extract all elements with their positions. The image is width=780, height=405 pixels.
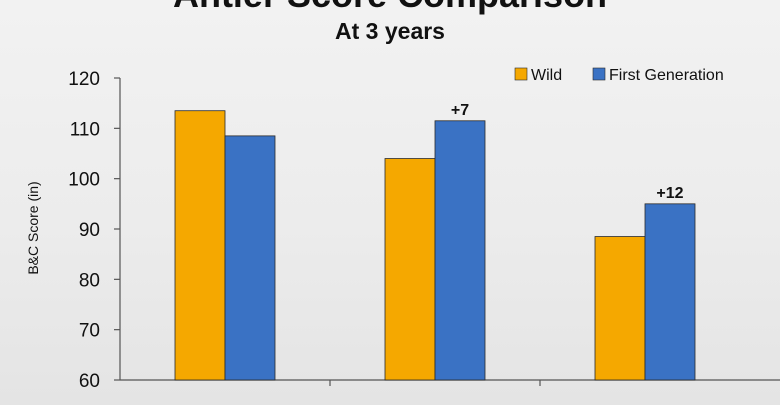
y-tick-label: 70 [79,321,100,342]
chart-subtitle: At 3 years [335,18,445,44]
bar-difference-label: +12 [656,185,683,202]
chart-bars [174,110,696,381]
bar-first-generation [224,135,276,381]
y-tick-label: 100 [68,170,100,191]
y-tick-label: 110 [70,119,100,140]
y-tick-label: 90 [79,220,100,241]
legend-swatch [514,67,528,81]
legend-label: First Generation [609,67,724,84]
bar-first-generation [434,120,486,381]
bar-wild [174,110,226,381]
y-axis-label: B&C Score (in) [25,181,41,274]
chart-legend: Wild First Generation [514,67,724,84]
chart-labels: +7 +12 [451,102,684,202]
bar-wild [384,158,436,381]
y-tick-label: 120 [68,69,100,90]
legend-swatch [592,67,606,81]
y-tick-label: 60 [79,371,100,392]
y-tick-label: 80 [79,270,100,291]
bar-first-generation [644,203,696,381]
legend-label: Wild [531,67,562,84]
bar-wild [594,236,646,381]
chart-title: Antler Score Comparison [0,0,780,16]
bar-difference-label: +7 [451,102,469,119]
